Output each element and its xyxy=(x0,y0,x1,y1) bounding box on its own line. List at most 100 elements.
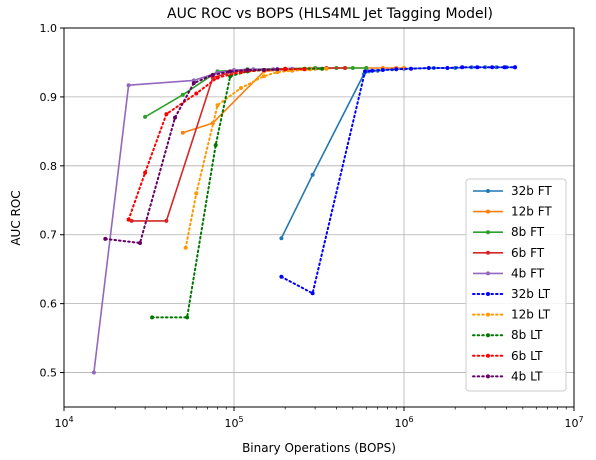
y-tick-label: 0.8 xyxy=(40,160,58,173)
legend-label: 4b FT xyxy=(511,266,545,280)
data-point xyxy=(194,191,199,196)
data-point xyxy=(475,65,480,70)
x-axis-ticks: 104 105 106 107 xyxy=(54,407,584,430)
legend-marker xyxy=(486,312,490,317)
data-point xyxy=(426,66,431,70)
legend-item: 12b LT xyxy=(472,308,551,322)
legend-marker xyxy=(486,209,490,214)
legend-item: 32b FT xyxy=(473,184,552,198)
legend: 32b FT 12b FT 8b FT 6b FT 4b FT 32b LT 12b LT 8… xyxy=(465,178,567,392)
data-point xyxy=(143,114,148,119)
data-point xyxy=(164,218,169,223)
legend-marker xyxy=(486,271,490,276)
legend-marker xyxy=(486,250,490,255)
y-tick-label: 0.9 xyxy=(40,91,58,104)
data-point xyxy=(261,74,266,79)
legend-label: 6b LT xyxy=(511,349,543,363)
data-point xyxy=(445,66,450,70)
x-tick-label: 104 xyxy=(54,415,73,430)
data-point xyxy=(91,370,96,375)
legend-label: 8b LT xyxy=(511,328,543,342)
data-point xyxy=(239,86,243,90)
data-point xyxy=(283,67,288,72)
data-point xyxy=(150,315,155,320)
data-point xyxy=(279,274,284,279)
data-point xyxy=(215,103,220,108)
data-point xyxy=(126,83,131,88)
data-point xyxy=(310,172,315,177)
legend-label: 12b LT xyxy=(511,308,551,322)
data-point xyxy=(409,66,413,71)
legend-item: 4b LT xyxy=(472,369,543,383)
legend-item: 6b FT xyxy=(473,246,545,260)
legend-item: 8b FT xyxy=(473,225,545,239)
data-point xyxy=(310,291,315,296)
data-point xyxy=(302,67,307,72)
legend-item: 8b LT xyxy=(472,328,543,342)
data-point xyxy=(173,115,177,120)
data-point xyxy=(143,170,148,175)
data-point xyxy=(275,67,280,72)
data-point xyxy=(380,68,385,72)
legend-item: 6b LT xyxy=(472,349,543,363)
data-point xyxy=(363,69,367,74)
legend-label: 8b FT xyxy=(511,225,545,239)
series-4b-ft xyxy=(91,66,295,375)
data-point xyxy=(245,68,250,72)
legend-label: 32b LT xyxy=(511,287,551,301)
legend-marker xyxy=(486,374,490,379)
data-point xyxy=(513,65,517,70)
data-point xyxy=(215,75,220,80)
y-axis-label: AUC ROC xyxy=(9,190,23,245)
data-point xyxy=(180,130,185,135)
legend-marker xyxy=(486,353,490,358)
series-4b-lt xyxy=(103,67,280,245)
data-point xyxy=(180,92,185,97)
series-line xyxy=(93,67,293,373)
data-point xyxy=(320,66,325,71)
series-32b-lt xyxy=(279,65,517,296)
data-point xyxy=(126,217,131,222)
legend-label: 12b FT xyxy=(511,205,552,219)
chart-title: AUC ROC vs BOPS (HLS4ML Jet Tagging Mode… xyxy=(167,6,493,22)
data-point xyxy=(343,66,347,70)
legend-marker xyxy=(486,292,490,296)
data-point xyxy=(213,143,218,148)
x-tick-label: 105 xyxy=(224,415,243,430)
data-point xyxy=(324,66,329,71)
plot-frame xyxy=(63,27,575,408)
data-point xyxy=(183,245,188,250)
data-point xyxy=(185,315,190,320)
legend-label: 4b LT xyxy=(511,369,543,383)
data-point xyxy=(194,91,199,96)
legend-marker xyxy=(486,230,490,235)
legend-item: 32b LT xyxy=(472,287,551,301)
x-tick-label: 107 xyxy=(564,415,583,430)
data-point xyxy=(210,72,215,77)
data-point xyxy=(364,66,369,70)
data-point xyxy=(394,67,399,72)
data-point xyxy=(275,70,280,75)
y-tick-label: 1.0 xyxy=(40,22,58,35)
legend-marker xyxy=(486,333,490,338)
legend-marker xyxy=(486,189,490,193)
series-8b-ft xyxy=(143,66,369,119)
legend-label: 32b FT xyxy=(511,184,552,198)
data-point xyxy=(490,65,495,70)
x-tick-label: 106 xyxy=(394,415,413,430)
data-point xyxy=(228,69,233,74)
x-axis-label: Binary Operations (BOPS) xyxy=(242,441,396,455)
series-12b-lt xyxy=(183,66,329,250)
legend-label: 6b FT xyxy=(511,246,545,260)
data-point xyxy=(370,68,375,73)
legend-item: 12b FT xyxy=(473,205,552,219)
data-point xyxy=(138,241,142,245)
data-point xyxy=(191,81,196,86)
data-point xyxy=(261,68,266,72)
y-tick-label: 0.6 xyxy=(40,298,58,311)
series-layer xyxy=(91,65,517,375)
data-point xyxy=(279,236,284,241)
series-line xyxy=(144,67,367,118)
y-axis-ticks: 0.5 0.6 0.7 0.8 0.9 1.0 xyxy=(40,22,64,380)
